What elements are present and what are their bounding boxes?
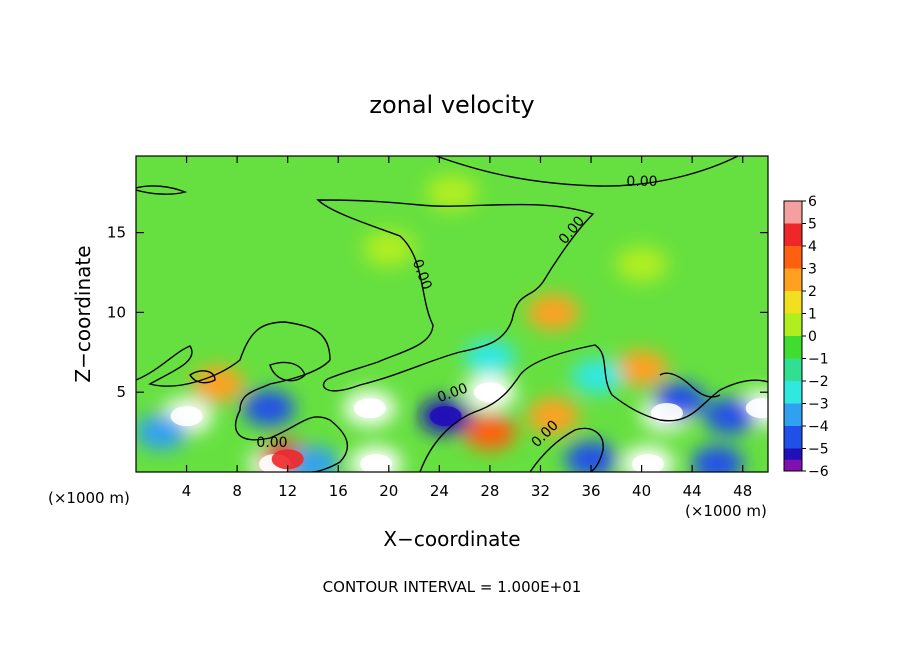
colorbar-cell <box>784 336 802 359</box>
field-patch <box>136 414 188 451</box>
colorbar-tick-label: 3 <box>808 262 817 278</box>
field-patch <box>704 398 757 435</box>
colorbar-cell <box>784 459 802 471</box>
field-patch <box>242 390 295 427</box>
field-patch <box>615 246 668 283</box>
x-axis-label: X−coordinate <box>383 527 520 551</box>
x-axis: 4 8 12 16 20 24 28 32 36 40 44 48 <box>182 156 752 500</box>
field-core <box>429 406 462 427</box>
contour-line <box>316 199 595 392</box>
colorbar: 6 5 4 3 2 1 0 −1 −2 −3 −4 −5 −6 <box>783 194 829 480</box>
contour-line <box>529 427 604 472</box>
contour-line <box>419 344 768 472</box>
contour-label: 0.00 <box>256 435 287 451</box>
field-core <box>650 402 683 423</box>
contour-label: 0.00 <box>626 174 657 190</box>
y-tick-label: 10 <box>107 303 126 321</box>
colorbar-tick-label: −5 <box>808 442 829 458</box>
y-tick-label: 15 <box>107 224 126 242</box>
x-tick-label: 32 <box>531 482 550 500</box>
contour-line <box>435 156 739 187</box>
colorbar-cell <box>784 313 802 337</box>
x-tick-label: 28 <box>480 482 499 500</box>
field-patch <box>192 366 245 403</box>
contour-line <box>189 370 216 384</box>
field-patch <box>463 414 516 451</box>
colorbar-cell <box>784 381 802 404</box>
contour-line <box>136 185 188 195</box>
field-patch <box>362 230 415 267</box>
x-tick-label: 44 <box>683 482 702 500</box>
x-tick-label: 4 <box>182 482 192 500</box>
colorbar-tick-label: 1 <box>808 307 817 323</box>
y-axis-label: Z−coordinate <box>71 245 95 382</box>
field-patch <box>615 350 668 387</box>
field-patch <box>527 294 580 331</box>
field-patch <box>426 174 478 211</box>
colorbar-cell <box>784 426 802 449</box>
x-tick-label: 48 <box>733 482 752 500</box>
colorbar-tick-label: −3 <box>808 397 829 413</box>
contour-line <box>659 372 721 398</box>
colorbar-cell <box>784 201 802 224</box>
field-core <box>631 454 664 472</box>
plot-area: 0.000.000.000.000.000.00 <box>136 156 768 472</box>
field-core <box>271 449 304 470</box>
colorbar-cell <box>784 403 802 427</box>
contour-interval-note: CONTOUR INTERVAL = 1.000E+01 <box>323 578 582 596</box>
colorbar-tick-label: 6 <box>808 194 817 210</box>
contour-line <box>269 361 306 382</box>
x-tick-label: 24 <box>430 482 449 500</box>
field-core <box>473 382 506 403</box>
colorbar-tick-label: 2 <box>808 284 817 300</box>
colorbar-tick-label: 4 <box>808 239 817 255</box>
x-tick-label: 12 <box>278 482 297 500</box>
field-patch <box>691 446 744 472</box>
field-patch <box>565 441 618 472</box>
x-tick-label: 20 <box>379 482 398 500</box>
field-core <box>170 406 203 427</box>
contour-line <box>136 321 349 472</box>
field-core <box>360 454 393 472</box>
x-unit-left: (×1000 m) <box>48 489 130 507</box>
colorbar-tick-label: 0 <box>808 329 817 345</box>
plot-frame <box>135 155 769 473</box>
chart-title: zonal velocity <box>369 91 534 119</box>
y-axis: 5 10 15 <box>107 224 768 401</box>
colorbar-tick-label: −4 <box>808 419 829 435</box>
field-core <box>745 398 768 419</box>
colorbar-tick-label: −1 <box>808 352 829 368</box>
field-core <box>353 398 386 419</box>
colorbar-tick-label: 5 <box>808 217 817 233</box>
x-tick-label: 16 <box>329 482 348 500</box>
field-patch <box>527 398 580 435</box>
x-tick-label: 8 <box>232 482 242 500</box>
x-unit-right: (×1000 m) <box>685 502 767 520</box>
field-patch <box>463 339 516 376</box>
colorbar-tick-label: −6 <box>808 464 829 480</box>
colorbar-cell <box>784 358 802 382</box>
colorbar-cell <box>784 291 802 314</box>
y-tick-label: 5 <box>116 383 126 401</box>
colorbar-cell <box>784 246 802 269</box>
field-patch <box>571 358 624 395</box>
colorbar-cell <box>784 268 802 292</box>
x-tick-label: 36 <box>581 482 600 500</box>
x-tick-label: 40 <box>632 482 651 500</box>
colorbar-tick-label: −2 <box>808 374 829 390</box>
colorbar-cell <box>784 223 802 247</box>
